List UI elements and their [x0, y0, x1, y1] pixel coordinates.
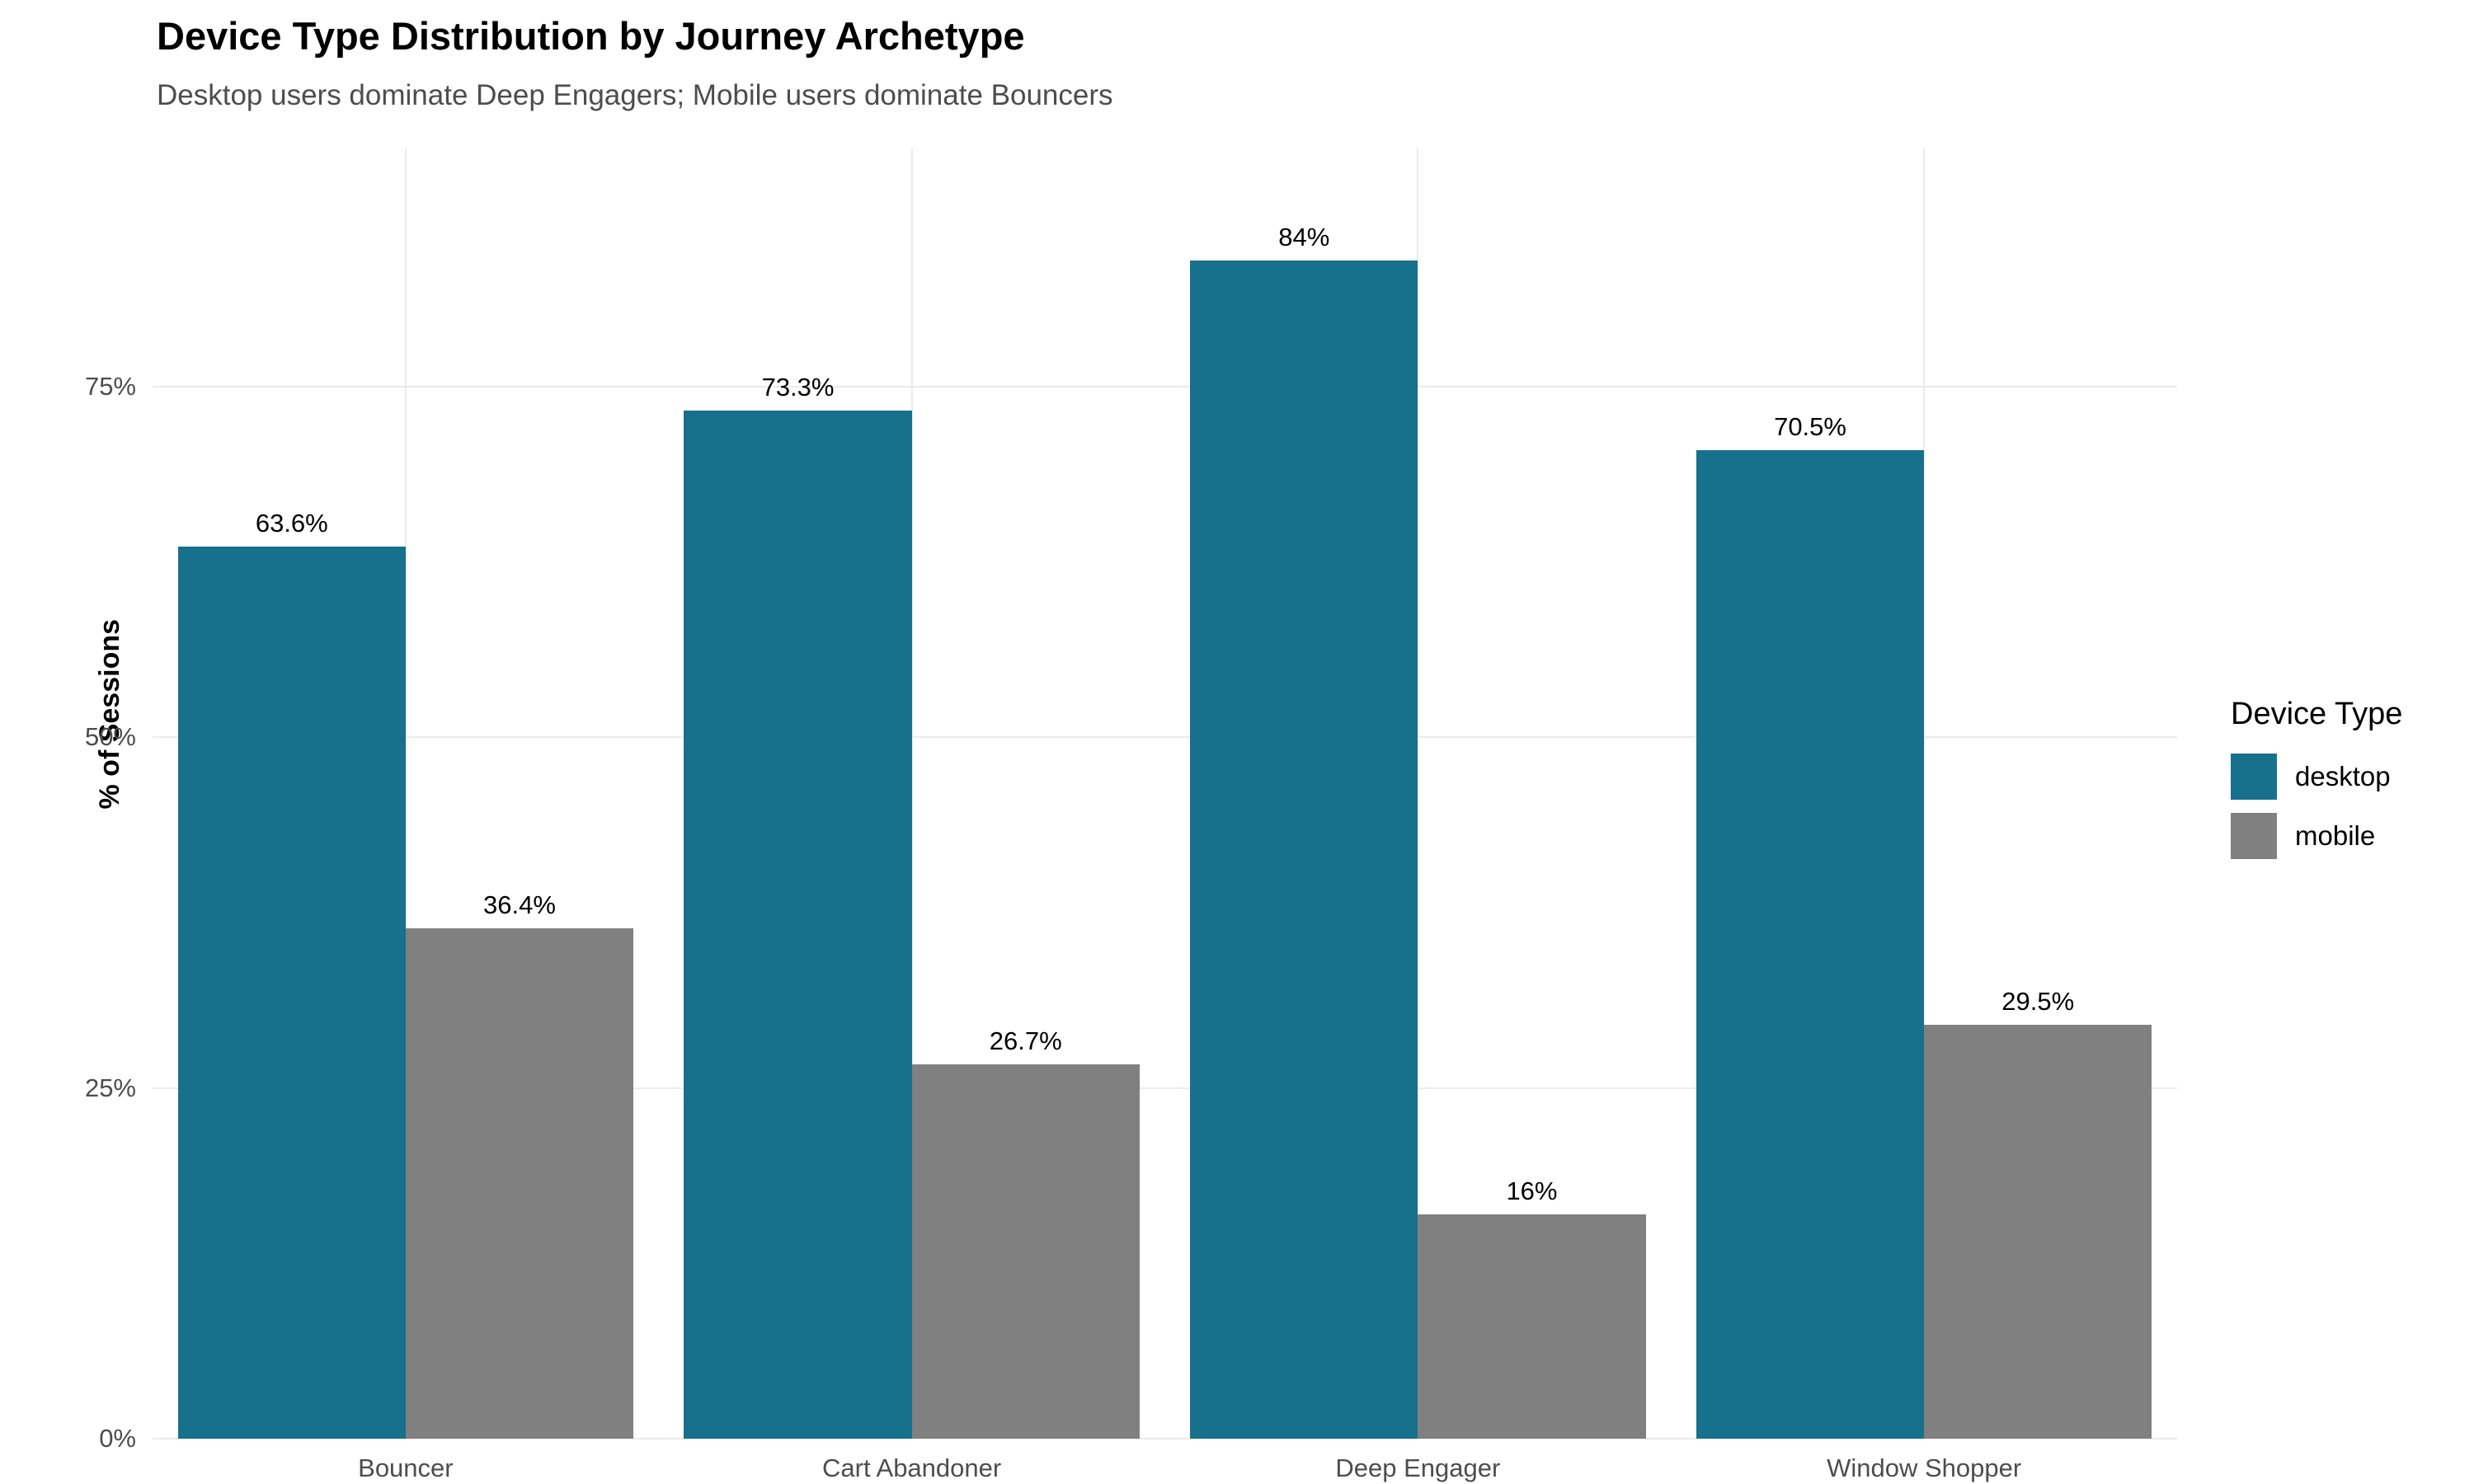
bar-desktop-cart-abandoner	[684, 411, 912, 1439]
bar-desktop-bouncer	[177, 547, 406, 1439]
bar-value-label-mobile-window-shopper: 29.5%	[2001, 987, 2075, 1017]
legend-swatch-desktop	[2231, 754, 2277, 800]
gridline-y-25%	[153, 1087, 2177, 1089]
bar-value-label-mobile-cart-abandoner: 26.7%	[989, 1026, 1062, 1055]
bar-mobile-bouncer	[405, 928, 634, 1439]
x-tick-label-window-shopper: Window Shopper	[1827, 1453, 2022, 1482]
bar-value-label-mobile-bouncer: 36.4%	[483, 890, 556, 919]
plot-panel: 63.6% 36.4% 73.3% 26.7% 84% 16% 70.5% 29.5%	[153, 148, 2177, 1439]
legend-title: Device Type	[2231, 697, 2403, 731]
gridline-x-window-shopper	[1923, 148, 1926, 1439]
y-axis-title: % of Sessions	[93, 618, 125, 810]
gridline-y-50%	[153, 736, 2177, 739]
x-tick-label-cart-abandoner: Cart Abandoner	[822, 1453, 1002, 1482]
legend: Device Type desktop mobile	[2231, 697, 2402, 872]
gridline-y-0%	[153, 1438, 2177, 1439]
bar-desktop-deep-engager	[1190, 261, 1418, 1439]
chart-title: Device Type Distribution by Journey Arch…	[157, 14, 1025, 58]
bar-value-label-desktop-bouncer: 63.6%	[255, 509, 328, 538]
legend-item-desktop: desktop	[2231, 754, 2402, 800]
legend-swatch-mobile	[2231, 813, 2277, 859]
x-tick-label-bouncer: Bouncer	[358, 1453, 454, 1482]
y-tick-label-50%: 50%	[84, 722, 136, 752]
legend-item-mobile: mobile	[2231, 813, 2402, 859]
legend-label-desktop: desktop	[2295, 761, 2391, 791]
bar-value-label-mobile-deep-engager: 16%	[1506, 1176, 1558, 1205]
gridline-x-bouncer	[404, 148, 407, 1439]
y-tick-label-75%: 75%	[84, 372, 136, 402]
bar-mobile-cart-abandoner	[911, 1064, 1140, 1439]
bar-mobile-deep-engager	[1418, 1214, 1646, 1439]
bar-value-label-desktop-deep-engager: 84%	[1278, 223, 1330, 252]
chart-subtitle: Desktop users dominate Deep Engagers; Mo…	[157, 79, 1113, 111]
gridline-x-cart-abandoner	[910, 148, 913, 1439]
bar-mobile-window-shopper	[1924, 1025, 2152, 1439]
y-tick-label-25%: 25%	[84, 1073, 136, 1102]
gridline-y-75%	[153, 386, 2177, 388]
bar-value-label-desktop-cart-abandoner: 73.3%	[761, 373, 835, 402]
bar-desktop-window-shopper	[1696, 449, 1925, 1439]
legend-label-mobile: mobile	[2295, 820, 2376, 851]
x-tick-label-deep-engager: Deep Engager	[1335, 1453, 1501, 1482]
gridline-x-deep-engager	[1417, 148, 1419, 1439]
bar-value-label-desktop-window-shopper: 70.5%	[1774, 411, 1846, 441]
y-tick-label-0%: 0%	[99, 1424, 136, 1453]
